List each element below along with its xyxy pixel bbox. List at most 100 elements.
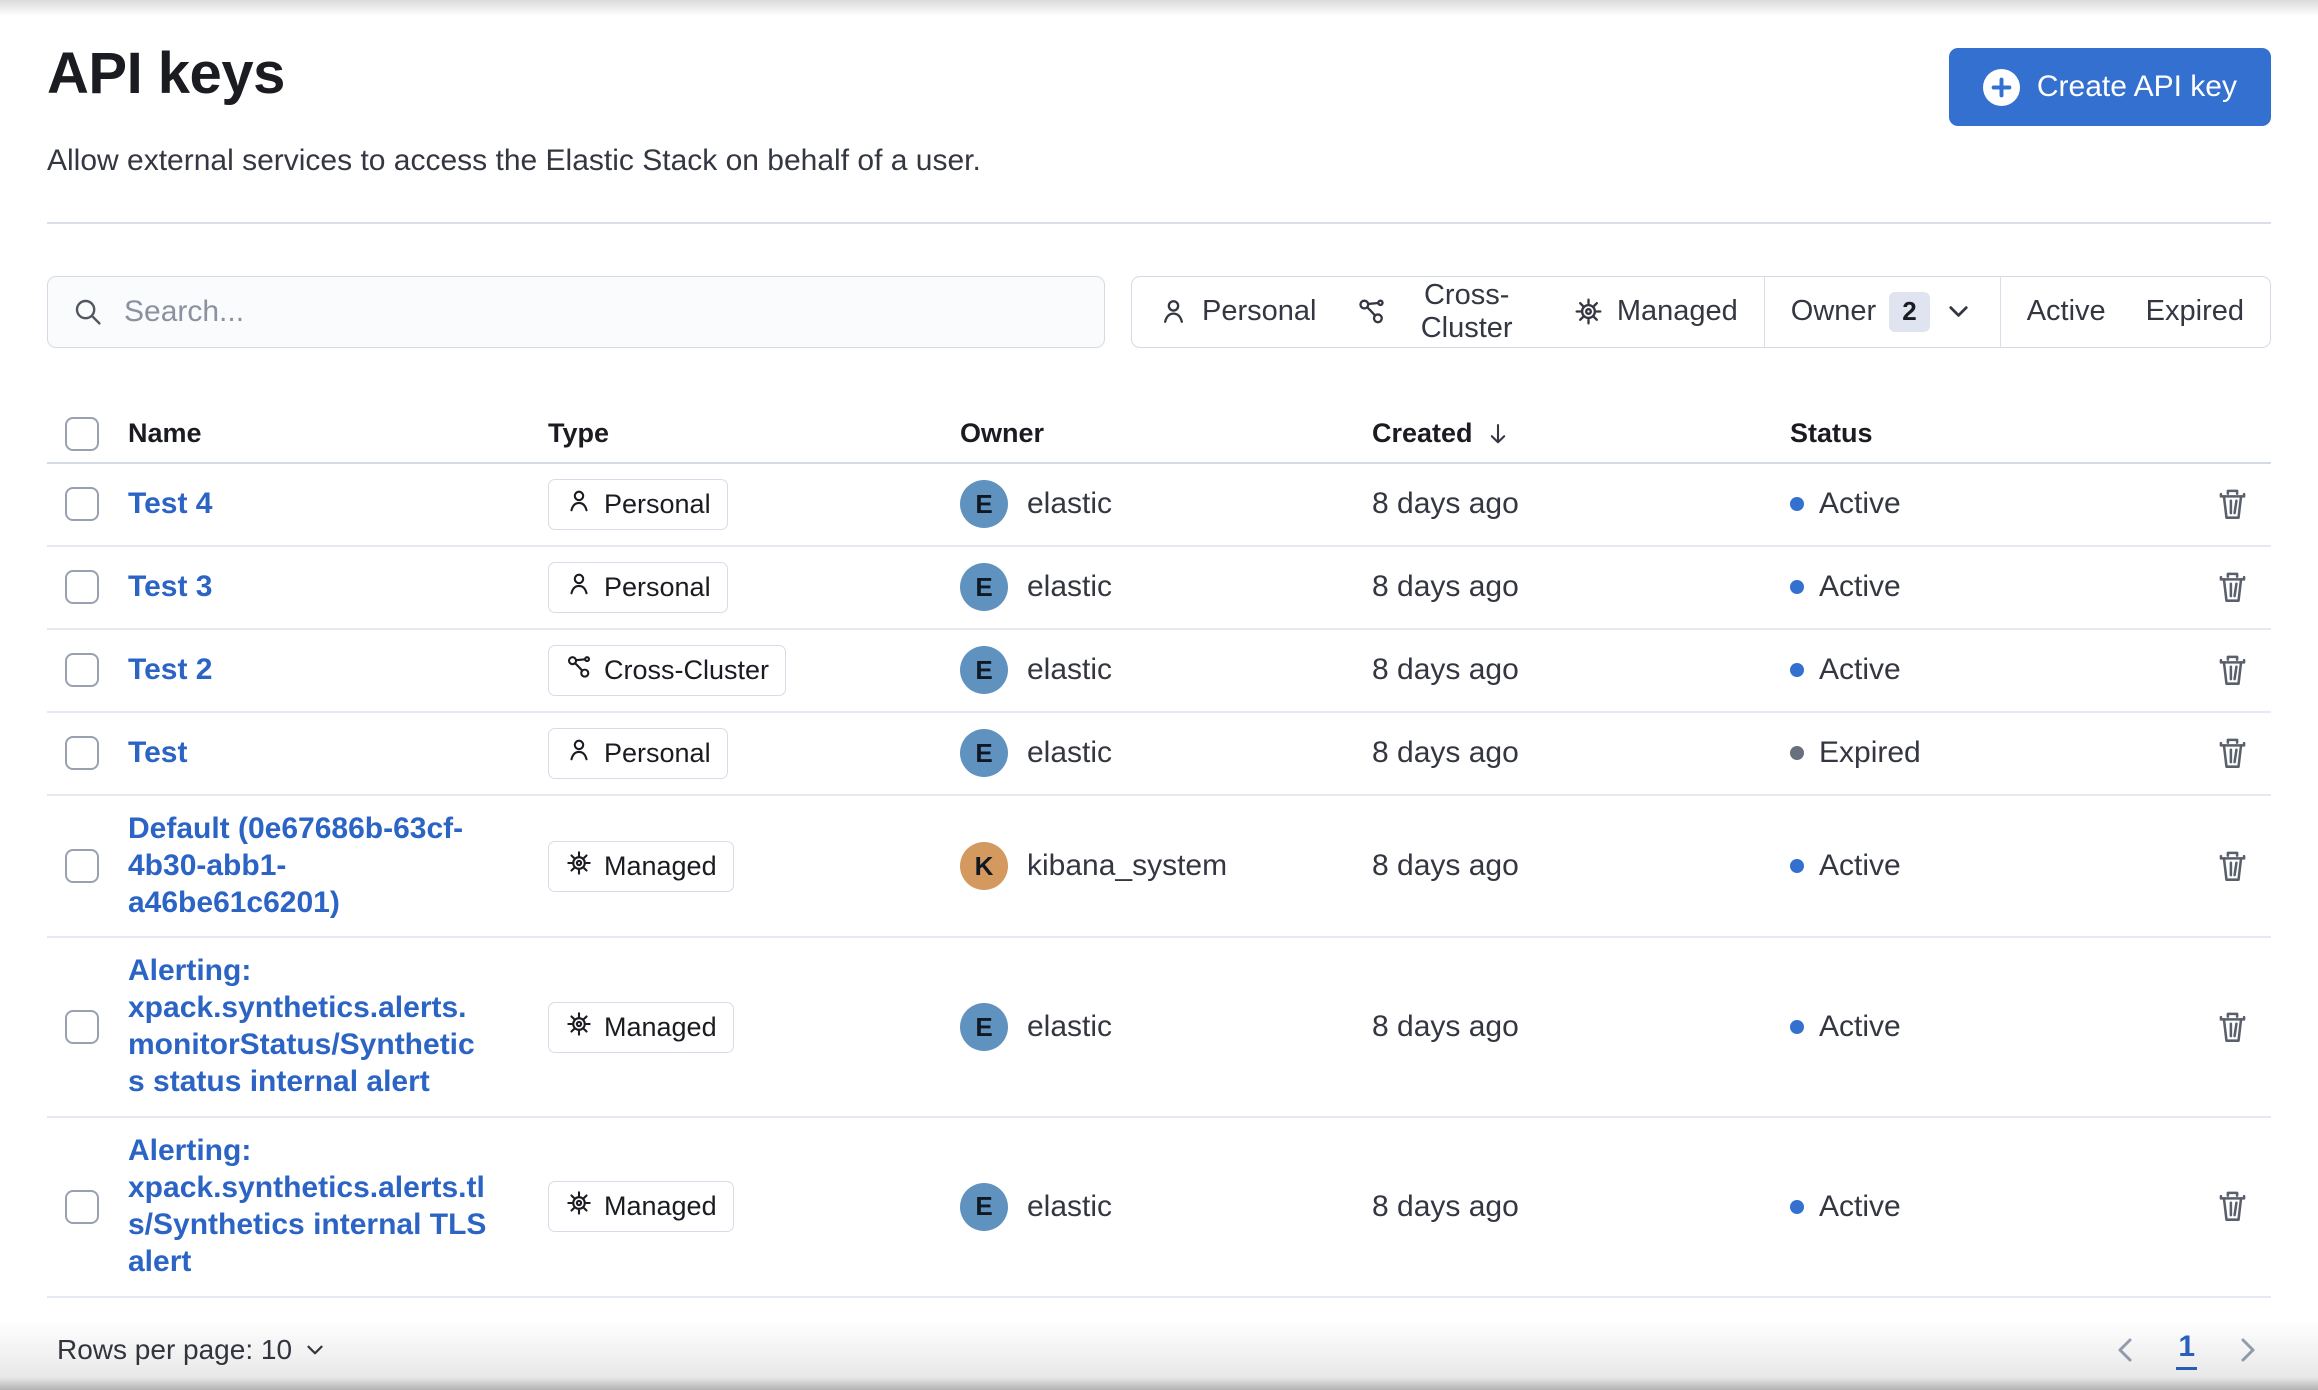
status-dot-icon: [1790, 663, 1804, 678]
type-badge-label: Personal: [604, 737, 711, 768]
page-number-1[interactable]: 1: [2176, 1330, 2197, 1370]
status-dot-icon: [1790, 859, 1804, 874]
row-checkbox[interactable]: [65, 1010, 99, 1045]
search-input[interactable]: [124, 294, 1080, 329]
cluster-icon: [565, 653, 593, 688]
avatar: E: [960, 563, 1008, 612]
owner-count-badge: 2: [1889, 291, 1930, 332]
trash-icon: [2219, 738, 2246, 768]
column-header-status[interactable]: Status: [1790, 418, 1873, 449]
avatar: K: [960, 842, 1008, 891]
table-row: Test 3 Personal E elastic 8 days ago Act…: [47, 547, 2271, 630]
avatar: E: [960, 1182, 1008, 1231]
delete-button[interactable]: [2210, 482, 2255, 527]
api-key-name-link[interactable]: Alerting: xpack.synthetics.alerts.tls/Sy…: [128, 1134, 487, 1278]
column-header-type[interactable]: Type: [548, 418, 610, 449]
table-body: Test 4 Personal E elastic 8 days ago Act…: [47, 464, 2271, 1298]
status-badge: Active: [1790, 487, 2210, 521]
previous-page-button[interactable]: [2110, 1334, 2142, 1366]
avatar: E: [960, 729, 1008, 778]
status-dot-icon: [1790, 746, 1804, 761]
gear-icon: [1575, 298, 1602, 325]
delete-button[interactable]: [2210, 731, 2255, 776]
row-checkbox[interactable]: [65, 487, 99, 522]
type-badge: Managed: [548, 840, 734, 892]
filter-personal-button[interactable]: Personal: [1138, 277, 1336, 347]
delete-button[interactable]: [2210, 565, 2255, 610]
filter-cross-cluster-button[interactable]: Cross-Cluster: [1336, 277, 1552, 347]
delete-button[interactable]: [2210, 1005, 2255, 1050]
api-key-name-link[interactable]: Default (0e67686b-63cf-4b30-abb1-a46be61…: [128, 811, 464, 919]
person-icon: [1164, 300, 1183, 324]
create-api-key-button[interactable]: Create API key: [1948, 48, 2271, 126]
filter-cross-cluster-label: Cross-Cluster: [1420, 278, 1513, 344]
gear-icon: [565, 1010, 593, 1045]
created-cell: 8 days ago: [1372, 570, 1519, 604]
created-cell: 8 days ago: [1372, 1189, 1519, 1223]
owner-name: elastic: [1027, 570, 1113, 604]
type-badge-label: Managed: [604, 1191, 717, 1222]
delete-button[interactable]: [2210, 844, 2255, 889]
created-cell: 8 days ago: [1372, 736, 1519, 770]
owner-name: elastic: [1027, 487, 1113, 521]
status-dot-icon: [1790, 1199, 1804, 1214]
delete-button[interactable]: [2210, 1184, 2255, 1229]
avatar: E: [960, 646, 1008, 695]
pagination: 1: [2110, 1330, 2263, 1370]
search-icon: [75, 299, 101, 325]
next-page-button[interactable]: [2231, 1334, 2263, 1366]
created-cell: 8 days ago: [1372, 1010, 1519, 1044]
type-badge: Managed: [548, 1181, 734, 1233]
row-checkbox[interactable]: [65, 736, 99, 771]
api-key-name-link[interactable]: Test 3: [128, 569, 213, 603]
filter-expired-button[interactable]: Expired: [2126, 277, 2264, 347]
created-cell: 8 days ago: [1372, 487, 1519, 521]
status-badge: Active: [1790, 1190, 2210, 1224]
api-key-name-link[interactable]: Alerting: xpack.synthetics.alerts.monito…: [128, 954, 475, 1099]
filter-managed-button[interactable]: Managed: [1553, 277, 1758, 347]
delete-button[interactable]: [2210, 648, 2255, 693]
created-cell: 8 days ago: [1372, 849, 1519, 883]
filter-managed-label: Managed: [1616, 295, 1738, 328]
trash-icon: [2219, 489, 2246, 519]
type-badge: Cross-Cluster: [548, 644, 787, 696]
column-header-owner[interactable]: Owner: [960, 418, 1045, 449]
select-all-checkbox[interactable]: [65, 416, 99, 451]
type-badge: Personal: [548, 561, 728, 613]
filter-active-button[interactable]: Active: [2007, 277, 2126, 347]
avatar: E: [960, 480, 1008, 529]
row-checkbox[interactable]: [65, 570, 99, 605]
owner-name: kibana_system: [1027, 849, 1228, 883]
api-key-name-link[interactable]: Test 2: [128, 652, 213, 686]
rows-per-page-button[interactable]: Rows per page: 10: [57, 1334, 328, 1366]
row-checkbox[interactable]: [65, 849, 99, 884]
search-box[interactable]: [47, 275, 1105, 348]
type-badge-label: Cross-Cluster: [604, 654, 770, 685]
api-key-name-link[interactable]: Test 4: [128, 486, 213, 520]
api-key-name-link[interactable]: Test: [128, 735, 188, 769]
toolbar: Personal Cross-Cluster: [47, 275, 2271, 348]
rows-per-page-label: Rows per page: 10: [57, 1333, 293, 1365]
filter-personal-label: Personal: [1202, 295, 1317, 328]
table-row: Test 4 Personal E elastic 8 days ago Act…: [47, 464, 2271, 547]
row-checkbox[interactable]: [65, 1189, 99, 1224]
type-badge-label: Personal: [604, 571, 711, 602]
filter-owner-button[interactable]: Owner 2: [1771, 277, 1994, 347]
plus-circle-icon: [1982, 68, 2020, 106]
column-header-created[interactable]: Created: [1372, 418, 1790, 449]
type-badge: Personal: [548, 727, 728, 779]
person-icon: [565, 570, 593, 605]
status-dot-icon: [1790, 497, 1804, 512]
row-checkbox[interactable]: [65, 653, 99, 688]
person-icon: [565, 736, 593, 771]
column-header-name[interactable]: Name: [128, 418, 202, 449]
table-row: Alerting: xpack.synthetics.alerts.tls/Sy…: [47, 1118, 2271, 1298]
owner-name: elastic: [1027, 653, 1113, 687]
created-cell: 8 days ago: [1372, 653, 1519, 687]
status-dot-icon: [1790, 1020, 1804, 1035]
filter-active-label: Active: [2026, 295, 2106, 328]
filter-owner-label: Owner: [1790, 295, 1877, 328]
table-row: Test 2 Cross-Cluster E elastic 8 days ag…: [47, 630, 2271, 713]
gear-icon: [565, 1189, 593, 1224]
create-api-key-label: Create API key: [2036, 70, 2237, 103]
